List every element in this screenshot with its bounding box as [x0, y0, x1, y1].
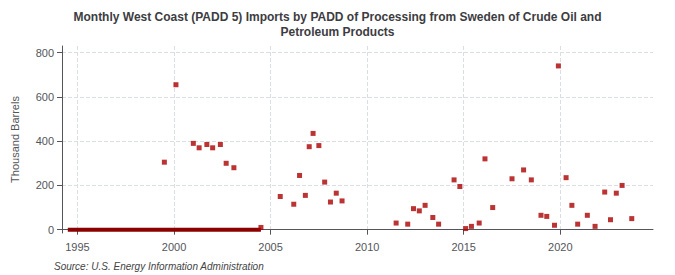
svg-text:2020: 2020 — [548, 241, 572, 253]
svg-text:2015: 2015 — [451, 241, 475, 253]
svg-text:800: 800 — [36, 47, 54, 59]
svg-text:Monthly West Coast (PADD 5) Im: Monthly West Coast (PADD 5) Imports by P… — [73, 10, 601, 24]
svg-text:Petroleum Products: Petroleum Products — [280, 25, 394, 39]
svg-text:600: 600 — [36, 91, 54, 103]
svg-text:Source: U.S. Energy Informatio: Source: U.S. Energy Information Administ… — [54, 261, 264, 272]
svg-text:Thousand Barrels: Thousand Barrels — [9, 96, 21, 183]
svg-text:0: 0 — [48, 224, 54, 236]
svg-text:1995: 1995 — [65, 241, 89, 253]
svg-text:2005: 2005 — [258, 241, 282, 253]
svg-text:2000: 2000 — [162, 241, 186, 253]
svg-text:200: 200 — [36, 179, 54, 191]
svg-text:2010: 2010 — [355, 241, 379, 253]
svg-text:400: 400 — [36, 135, 54, 147]
